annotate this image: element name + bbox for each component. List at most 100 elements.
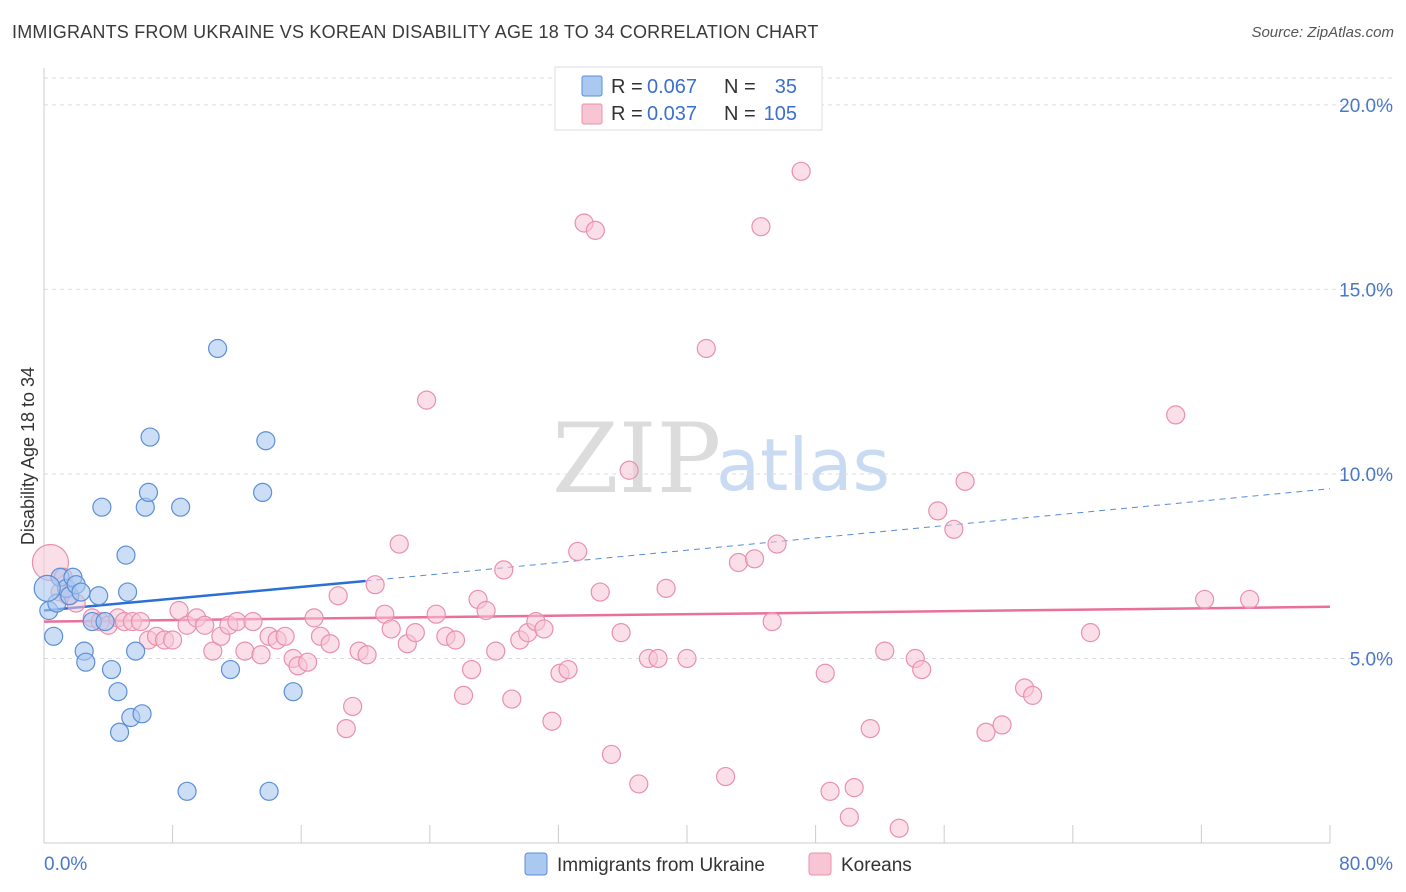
- correlation-legend: R = 0.067 N = 35 R = 0.037 N = 105: [554, 66, 823, 131]
- ukraine-point: [108, 682, 128, 702]
- korean-point: [844, 778, 864, 798]
- korean-point: [992, 715, 1012, 735]
- korean-point: [494, 560, 514, 580]
- korean-point: [416, 390, 437, 410]
- korean-point: [558, 659, 578, 680]
- korean-point: [767, 534, 787, 554]
- korean-point: [169, 600, 189, 621]
- korean-point: [426, 604, 446, 624]
- ukraine-point: [220, 659, 241, 680]
- y-tick-label: 15.0%: [1339, 280, 1393, 301]
- ukraine-point: [89, 586, 109, 606]
- x-tick-label: 80.0%: [1339, 854, 1393, 875]
- korean-point: [343, 696, 363, 717]
- ukraine-trend-line: [43, 579, 366, 612]
- ukraine-point: [256, 431, 276, 451]
- korean-point: [839, 807, 859, 827]
- ukraine-point: [101, 659, 122, 680]
- korean-point: [336, 718, 356, 739]
- legend-n-value-ukraine: 35: [775, 76, 797, 98]
- ukraine-point: [208, 338, 228, 359]
- legend-n-label-ukraine: N =: [724, 76, 756, 98]
- korean-point: [744, 549, 765, 569]
- series-legend-label-korean: Koreans: [841, 855, 912, 876]
- ukraine-points: [33, 338, 303, 801]
- korean-point: [820, 781, 840, 801]
- legend-n-label-korean: N =: [724, 103, 756, 125]
- legend-r-label-korean: R =: [611, 103, 643, 125]
- korean-point: [357, 645, 377, 665]
- korean-point: [461, 659, 482, 680]
- legend-r-label-ukraine: R =: [611, 76, 643, 98]
- ukraine-point: [253, 482, 273, 503]
- ukraine-point: [116, 545, 136, 565]
- ukraine-point: [92, 497, 112, 517]
- korean-point: [928, 501, 948, 521]
- korean-point: [590, 582, 610, 602]
- korean-point: [568, 541, 588, 562]
- korean-point: [381, 619, 401, 639]
- korean-point: [791, 161, 811, 181]
- korean-point: [1240, 589, 1260, 610]
- korean-point: [130, 611, 151, 632]
- chart-source: Source: ZipAtlas.com: [1251, 24, 1394, 41]
- korean-point: [304, 608, 324, 628]
- korean-point: [203, 641, 223, 661]
- ukraine-point: [126, 641, 146, 661]
- grid: [44, 77, 1394, 659]
- korean-point: [298, 652, 318, 672]
- korean-point: [328, 586, 348, 606]
- series-legend-label-ukraine: Immigrants from Ukraine: [557, 855, 765, 876]
- series-legend-swatch-korean: [808, 852, 832, 876]
- korean-point: [955, 471, 975, 491]
- korean-point: [696, 338, 716, 359]
- legend-swatch-korean: [581, 103, 603, 125]
- korean-point: [1080, 623, 1101, 643]
- y-tick-label: 5.0%: [1350, 649, 1393, 670]
- legend-r-value-korean: 0.037: [647, 103, 697, 125]
- ukraine-point: [109, 722, 130, 742]
- korean-point: [677, 648, 697, 669]
- y-tick-label: 20.0%: [1339, 96, 1393, 117]
- korean-point: [405, 623, 425, 643]
- korean-point: [1166, 405, 1186, 425]
- tick-labels: 5.0% 10.0% 15.0% 20.0% 0.0% 80.0%: [44, 96, 1393, 875]
- korean-point: [751, 217, 771, 237]
- korean-point: [601, 744, 622, 765]
- ukraine-point: [177, 781, 197, 801]
- watermark: ZIP atlas: [552, 403, 890, 515]
- watermark-zip: ZIP: [552, 403, 721, 515]
- watermark-atlas: atlas: [716, 423, 890, 507]
- korean-point: [389, 534, 409, 554]
- chart-title: IMMIGRANTS FROM UKRAINE VS KOREAN DISABI…: [12, 22, 819, 42]
- korean-point: [502, 689, 522, 709]
- series-legend-swatch-ukraine: [524, 852, 548, 876]
- ukraine-point: [76, 652, 96, 672]
- korean-point: [875, 641, 895, 661]
- korean-point: [542, 711, 562, 731]
- korean-point: [235, 641, 255, 661]
- legend-swatch-ukraine: [581, 75, 603, 97]
- ukraine-point: [138, 482, 159, 503]
- korean-point: [944, 519, 964, 539]
- ukraine-point: [117, 582, 138, 602]
- korean-point: [243, 611, 263, 632]
- axes: [43, 68, 1331, 844]
- korean-point: [912, 659, 932, 680]
- legend-r-value-ukraine: 0.067: [647, 76, 697, 98]
- korean-point: [762, 611, 782, 632]
- ukraine-point: [132, 704, 152, 724]
- korean-point: [629, 774, 649, 794]
- ukraine-trend-extension: [365, 488, 1331, 582]
- korean-point: [715, 766, 736, 787]
- korean-point: [320, 634, 340, 654]
- korean-point: [1023, 685, 1043, 705]
- korean-point: [648, 648, 668, 669]
- korean-point: [976, 722, 996, 742]
- ukraine-point: [140, 427, 160, 447]
- y-tick-label: 10.0%: [1339, 465, 1393, 486]
- korean-point: [275, 626, 295, 646]
- korean-point: [619, 460, 639, 480]
- korean-point: [453, 685, 474, 705]
- ukraine-point: [259, 781, 279, 801]
